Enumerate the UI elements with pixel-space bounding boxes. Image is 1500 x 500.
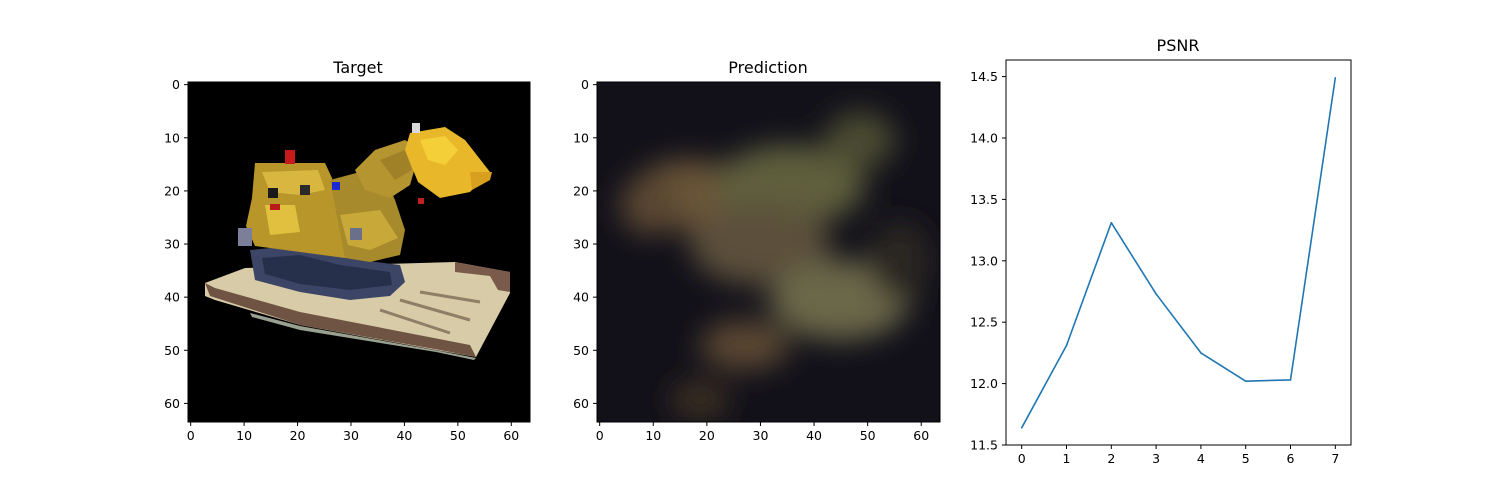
prediction-x-tick-label: 10: [645, 428, 661, 443]
target-y-tick-label: 0: [172, 77, 180, 92]
prediction-y-tick-label: 30: [573, 237, 589, 252]
target-y-tick-label: 20: [164, 183, 180, 198]
prediction-x-tick-label: 0: [596, 428, 604, 443]
psnr-point: [1110, 221, 1113, 224]
prediction-x-tick-label: 40: [806, 428, 822, 443]
prediction-y-tick-label: 60: [573, 396, 589, 411]
target-x-ticks: 0 10 20 30 40 50 60: [187, 422, 519, 443]
psnr-y-tick-label: 13.0: [970, 253, 998, 268]
prediction-y-tick-label: 40: [573, 290, 589, 305]
psnr-y-tick-label: 13.5: [970, 192, 998, 207]
psnr-point: [1244, 380, 1247, 382]
psnr-plot-area: [1005, 59, 1352, 446]
psnr-x-tick-label: 1: [1063, 451, 1071, 466]
target-y-tick-label: 60: [164, 396, 180, 411]
prediction-panel: Prediction 0 10 20 30 40 50 60 0 10 20 30 40 50 60: [573, 58, 941, 443]
psnr-point: [1289, 379, 1292, 381]
psnr-series: [1020, 77, 1337, 429]
target-x-tick-label: 10: [236, 428, 252, 443]
target-x-tick-label: 60: [503, 428, 519, 443]
target-y-tick-label: 40: [164, 290, 180, 305]
psnr-y-tick-label: 14.5: [970, 69, 998, 84]
target-x-tick-label: 30: [343, 428, 359, 443]
psnr-y-ticks: 11.5 12.0 12.5 13.0 13.5 14.0 14.5: [970, 69, 1006, 453]
psnr-line: [1020, 77, 1337, 429]
prediction-x-tick-label: 60: [913, 428, 929, 443]
prediction-x-tick-label: 30: [753, 428, 769, 443]
psnr-point: [1200, 352, 1202, 354]
target-y-tick-label: 10: [164, 130, 180, 145]
prediction-y-tick-label: 10: [573, 130, 589, 145]
target-y-ticks: 0 10 20 30 40 50 60: [164, 77, 188, 411]
prediction-x-tick-label: 50: [860, 428, 876, 443]
target-image: [188, 82, 530, 422]
psnr-x-tick-label: 7: [1331, 451, 1339, 466]
target-x-tick-label: 0: [187, 428, 195, 443]
target-y-tick-label: 50: [164, 343, 180, 358]
target-y-tick-label: 30: [164, 237, 180, 252]
target-x-tick-label: 50: [450, 428, 466, 443]
psnr-y-tick-label: 11.5: [970, 438, 998, 453]
prediction-y-tick-label: 50: [573, 343, 589, 358]
psnr-chart: PSNR 0 1 2 3 4 5 6 7 11.5 12.0 12.5 13.0 13.5 14.0 14…: [970, 36, 1352, 466]
psnr-y-tick-label: 14.0: [970, 130, 998, 145]
target-x-tick-label: 40: [396, 428, 412, 443]
psnr-x-ticks: 0 1 2 3 4 5 6 7: [1018, 445, 1339, 466]
psnr-x-tick-label: 6: [1287, 451, 1295, 466]
psnr-y-tick-label: 12.0: [970, 376, 998, 391]
target-title: Target: [332, 58, 383, 77]
psnr-point: [1155, 293, 1157, 295]
prediction-x-tick-label: 20: [699, 428, 715, 443]
psnr-title: PSNR: [1157, 36, 1200, 55]
psnr-x-tick-label: 3: [1152, 451, 1160, 466]
psnr-x-tick-label: 5: [1242, 451, 1250, 466]
target-x-tick-label: 20: [290, 428, 306, 443]
psnr-point: [1065, 344, 1068, 347]
prediction-y-ticks: 0 10 20 30 40 50 60: [573, 77, 597, 411]
psnr-point: [1020, 427, 1023, 429]
psnr-point: [1334, 77, 1337, 79]
psnr-y-tick-label: 12.5: [970, 315, 998, 330]
target-panel: Target: [164, 58, 531, 443]
psnr-x-tick-label: 2: [1107, 451, 1115, 466]
psnr-x-tick-label: 4: [1197, 451, 1205, 466]
prediction-title: Prediction: [728, 58, 807, 77]
prediction-x-ticks: 0 10 20 30 40 50 60: [596, 422, 929, 443]
prediction-image: [597, 82, 940, 422]
psnr-x-tick-label: 0: [1018, 451, 1026, 466]
prediction-y-tick-label: 0: [581, 77, 589, 92]
prediction-y-tick-label: 20: [573, 183, 589, 198]
